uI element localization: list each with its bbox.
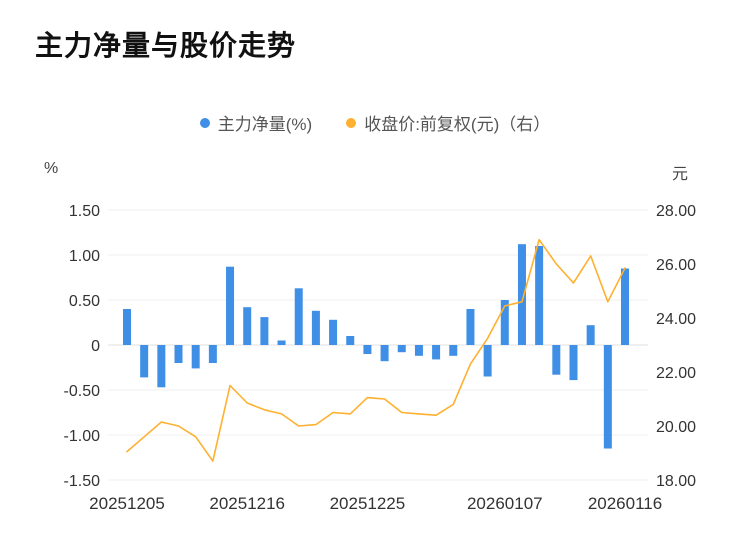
- net-volume-bar[interactable]: [483, 345, 492, 377]
- net-volume-bar[interactable]: [552, 345, 561, 375]
- left-axis-tick: -1.00: [64, 428, 101, 445]
- net-volume-bar[interactable]: [517, 244, 526, 345]
- left-axis-tick: 1.50: [69, 203, 100, 220]
- net-volume-bar[interactable]: [449, 345, 458, 356]
- net-volume-bar[interactable]: [466, 309, 475, 345]
- left-axis-tick: -1.50: [64, 473, 101, 490]
- x-axis-tick: 20260116: [588, 494, 662, 513]
- net-volume-bar[interactable]: [208, 345, 217, 363]
- net-volume-bar[interactable]: [432, 345, 441, 360]
- left-axis-tick: 0: [91, 338, 100, 355]
- net-volume-bar[interactable]: [243, 307, 252, 345]
- left-axis-unit-label: %: [44, 160, 59, 177]
- legend-item-main-net-volume[interactable]: 主力净量(%): [199, 110, 313, 135]
- net-volume-bar[interactable]: [260, 317, 269, 345]
- legend: 主力净量(%) 收盘价:前复权(元)（右）: [0, 110, 750, 135]
- right-axis-tick: 28.00: [656, 203, 696, 220]
- net-volume-bar[interactable]: [294, 288, 303, 345]
- net-volume-bar[interactable]: [174, 345, 183, 363]
- left-axis-tick: 1.00: [69, 248, 100, 265]
- net-volume-bar[interactable]: [569, 345, 578, 381]
- net-volume-bar[interactable]: [329, 319, 338, 345]
- net-volume-bar[interactable]: [191, 345, 200, 369]
- net-volume-bar[interactable]: [414, 345, 423, 356]
- left-axis-tick: 0.50: [69, 293, 100, 310]
- right-axis-tick: 18.00: [656, 473, 696, 490]
- x-axis-tick: 20251205: [89, 494, 165, 513]
- net-volume-bar[interactable]: [380, 345, 389, 362]
- net-volume-bar[interactable]: [277, 340, 286, 346]
- net-volume-bar[interactable]: [621, 268, 629, 346]
- net-volume-bar[interactable]: [363, 345, 372, 354]
- right-axis-tick: 20.00: [656, 419, 696, 436]
- right-axis-tick: 26.00: [656, 257, 696, 274]
- right-axis-tick: 22.00: [656, 365, 696, 382]
- x-axis-tick: 20251225: [330, 494, 406, 513]
- net-volume-bar[interactable]: [397, 345, 406, 353]
- net-volume-bar[interactable]: [500, 300, 509, 345]
- chart-title: 主力净量与股价走势: [35, 30, 297, 61]
- net-volume-bar[interactable]: [603, 345, 612, 449]
- net-volume-bar[interactable]: [140, 345, 149, 378]
- legend-dot-blue-icon: [199, 117, 210, 128]
- right-axis-tick: 24.00: [656, 311, 696, 328]
- legend-label-main-net-volume: 主力净量(%): [217, 115, 313, 134]
- net-volume-bar[interactable]: [346, 336, 355, 345]
- net-volume-bar[interactable]: [226, 266, 235, 345]
- right-axis-unit-label: 元: [672, 166, 689, 183]
- net-volume-bar[interactable]: [123, 309, 131, 345]
- x-axis-tick: 20260107: [467, 494, 543, 513]
- legend-item-close-price[interactable]: 收盘价:前复权(元)（右）: [346, 110, 550, 135]
- x-axis-tick: 20251216: [209, 494, 285, 513]
- net-volume-bar[interactable]: [586, 325, 595, 345]
- net-volume-bar[interactable]: [311, 310, 320, 345]
- legend-label-close-price: 收盘价:前复权(元)（右）: [364, 115, 551, 134]
- net-volume-bar[interactable]: [535, 246, 544, 345]
- close-price-line[interactable]: [126, 238, 626, 462]
- left-axis-tick: -0.50: [64, 383, 101, 400]
- legend-dot-orange-icon: [346, 117, 357, 128]
- net-volume-bar[interactable]: [157, 345, 166, 388]
